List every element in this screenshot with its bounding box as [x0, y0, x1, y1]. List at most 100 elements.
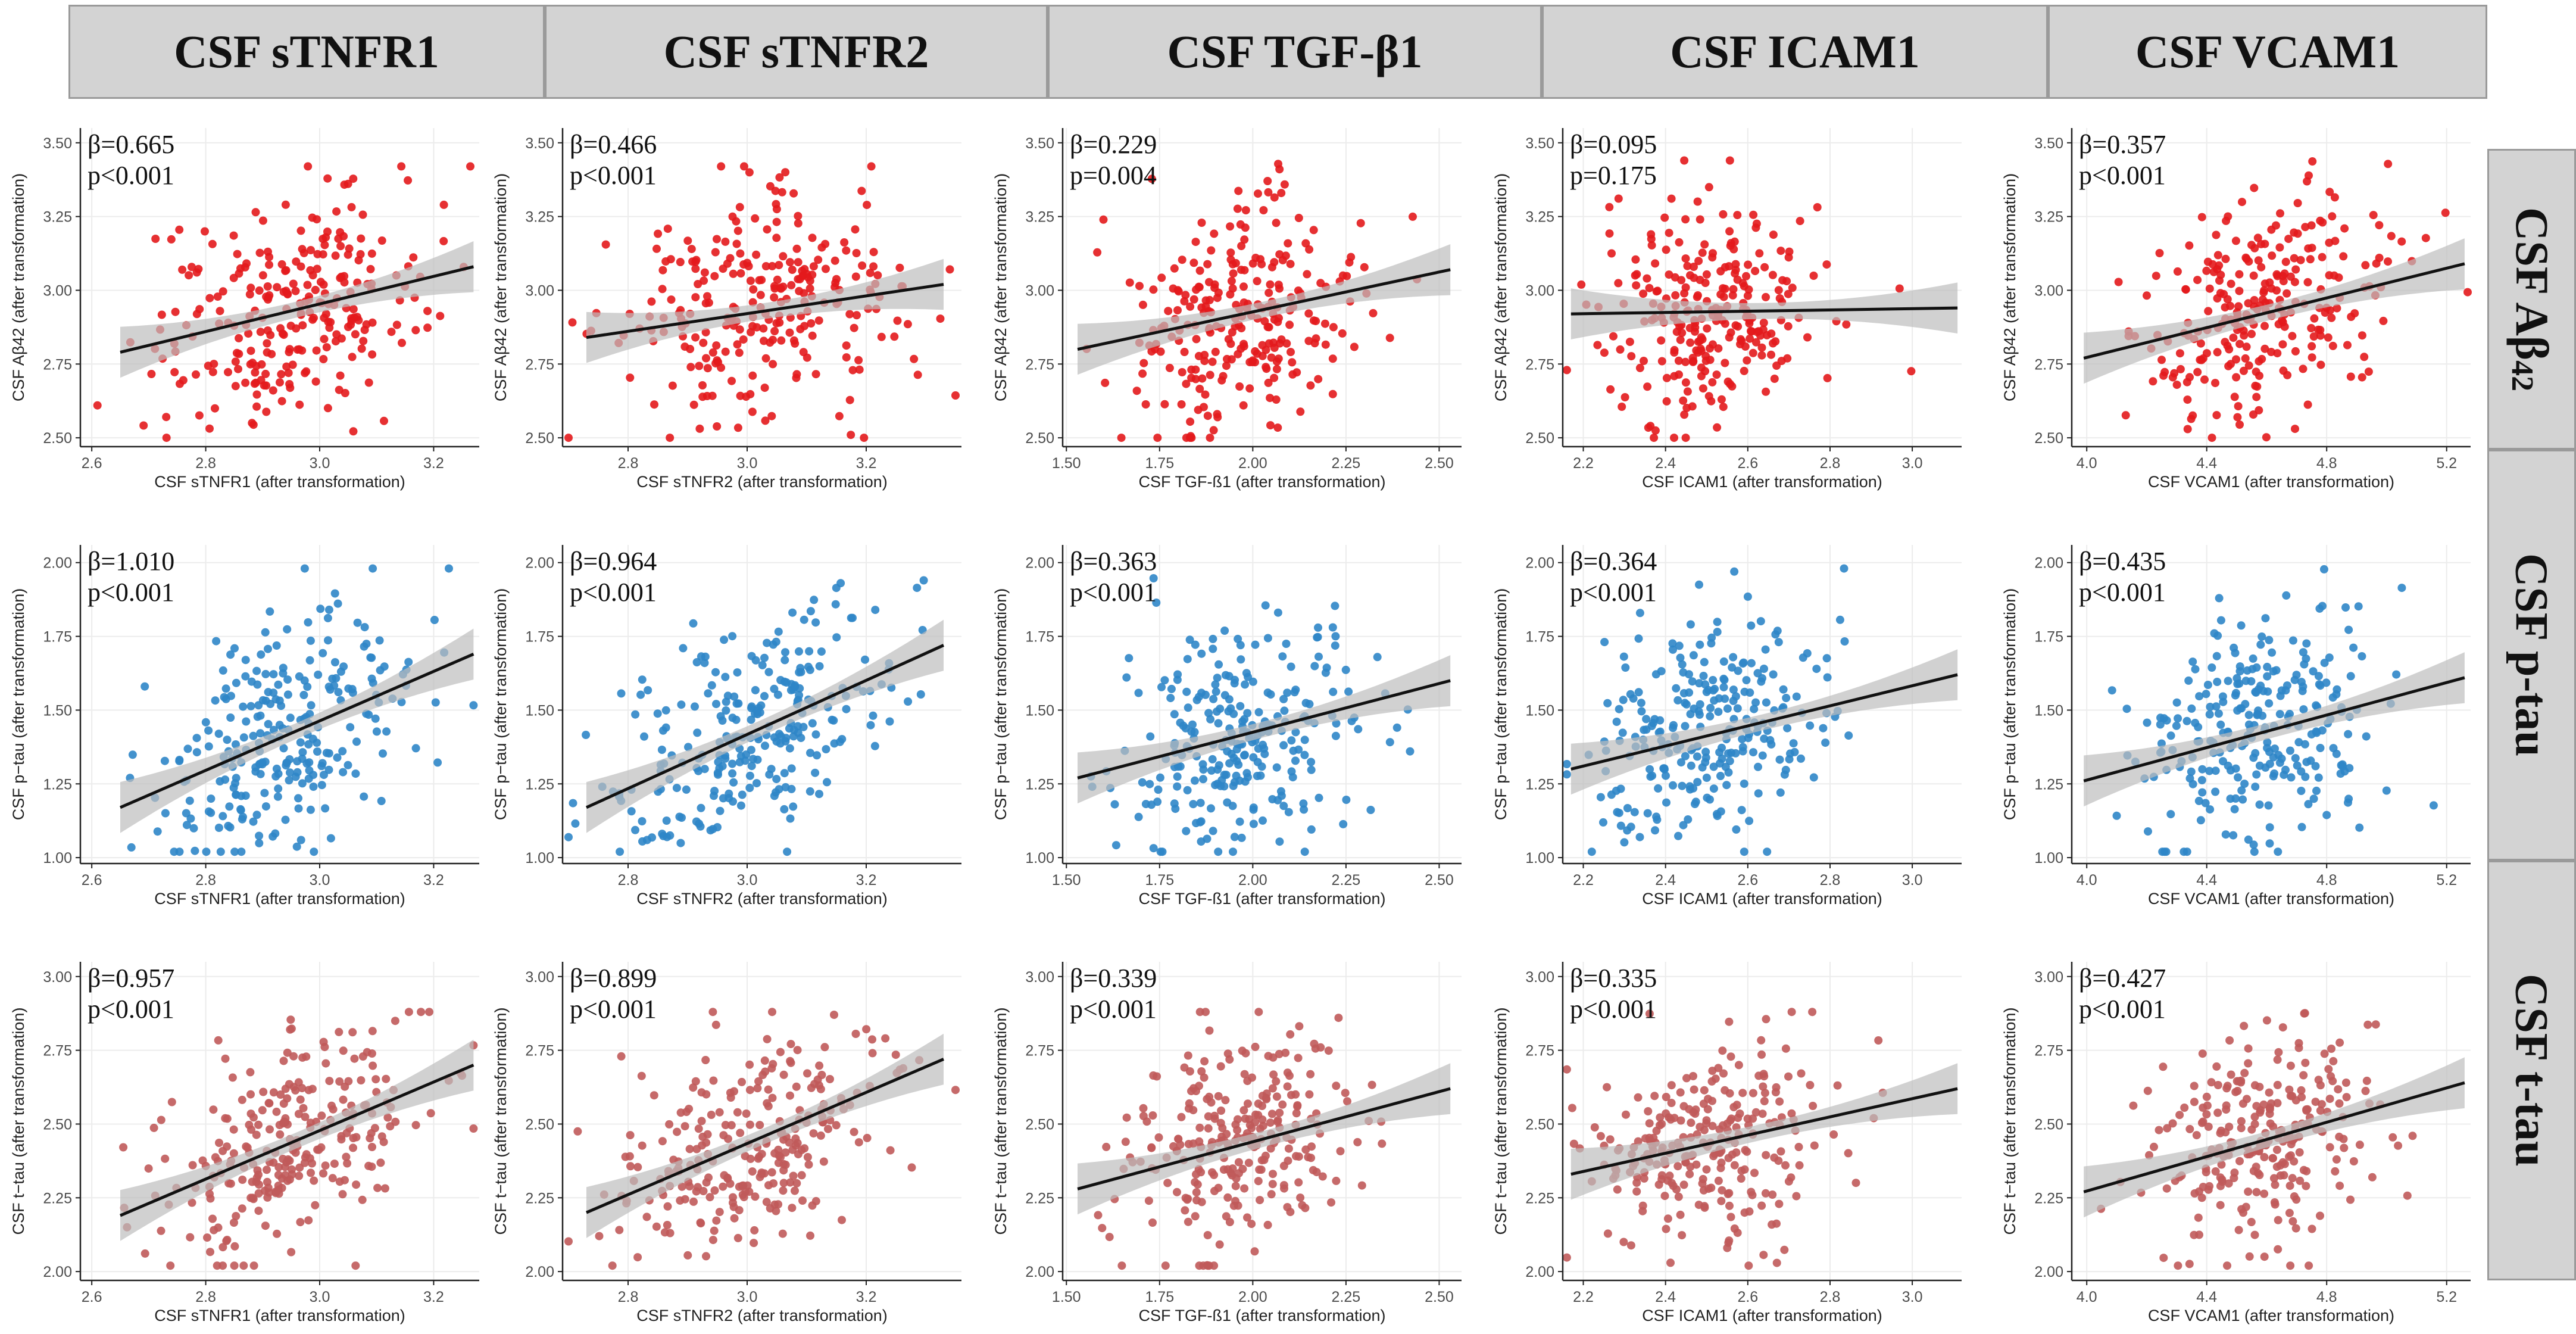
y-tick-label: 2.75 [1525, 356, 1554, 373]
scatter-point [1283, 1203, 1292, 1211]
regression-line [585, 644, 945, 809]
scatter-point [1730, 1224, 1739, 1233]
scatter-point [2339, 252, 2348, 261]
scatter-point [350, 1054, 359, 1063]
scatter-point [292, 842, 301, 851]
scatter-point [1272, 763, 1281, 772]
scatter-point [265, 260, 273, 269]
scatter-point [339, 1095, 348, 1104]
scatter-point [2384, 257, 2392, 266]
scatter-point [2291, 425, 2299, 434]
scatter-point [1254, 189, 1262, 198]
scatter-point [1638, 1207, 1647, 1215]
y-tick-label: 2.50 [2034, 1116, 2063, 1133]
scatter-point [1173, 675, 1182, 684]
scatter-point [1284, 239, 1292, 248]
scatter-point [2297, 787, 2306, 795]
scatter-point [209, 1105, 218, 1114]
scatter-point [299, 691, 308, 699]
scatter-point [344, 760, 352, 769]
scatter-point [1673, 1162, 1682, 1171]
scatter-point [1277, 189, 1286, 198]
scatter-point [276, 1090, 285, 1099]
scatter-point [2150, 1142, 2158, 1151]
scatter-point [701, 328, 710, 336]
y-tick-label: 3.50 [1525, 135, 1554, 152]
x-tick-label: 5.2 [2436, 872, 2457, 889]
scatter-point [703, 364, 712, 373]
scatter-point [913, 584, 922, 593]
scatter-point [735, 348, 744, 357]
scatter-point [1639, 289, 1648, 298]
scatter-point [2314, 773, 2323, 782]
scatter-point [730, 1214, 739, 1223]
scatter-point [707, 1111, 716, 1119]
scatter-point [1214, 847, 1223, 856]
scatter-point [673, 1127, 682, 1136]
scatter-point [720, 635, 729, 644]
scatter-point [1698, 335, 1707, 344]
scatter-point [748, 407, 757, 416]
scatter-point [1341, 1089, 1350, 1098]
scatter-point [349, 1143, 357, 1152]
x-tick-label: 2.2 [1573, 455, 1594, 472]
y-axis-label: CSF t−tau (after transformation) [1492, 1008, 1510, 1235]
scatter-point [2283, 681, 2291, 690]
scatter-point [2227, 1070, 2235, 1079]
scatter-point [1709, 762, 1718, 771]
scatter-point [2260, 286, 2269, 295]
scatter-point [1292, 1109, 1301, 1118]
scatter-point [1775, 1097, 1784, 1106]
scatter-point [1267, 1190, 1276, 1199]
scatter-point [1696, 700, 1704, 709]
scatter-point [253, 712, 262, 721]
scatter-point [1669, 645, 1677, 654]
scatter-point [214, 1223, 223, 1232]
scatter-point [2216, 1129, 2225, 1137]
scatter-point [1243, 1077, 1252, 1086]
scatter-point [1662, 397, 1671, 406]
scatter-point [1670, 434, 1678, 442]
scatter-point [845, 310, 854, 319]
y-tick-label: 2.00 [2034, 1264, 2063, 1280]
scatter-point [367, 1162, 376, 1171]
scatter-point [2327, 1072, 2335, 1081]
scatter-point [1631, 255, 1640, 264]
scatter-point [2249, 654, 2257, 663]
scatter-point [1156, 847, 1165, 856]
scatter-point [1272, 1092, 1281, 1101]
scatter-point [760, 336, 768, 345]
scatter-point [1822, 260, 1831, 269]
scatter-point [256, 729, 265, 738]
scatter-point [2288, 1174, 2297, 1183]
x-tick-label: 3.0 [310, 872, 330, 889]
scatter-point [806, 749, 814, 758]
y-tick-label: 2.75 [43, 356, 72, 373]
scatter-point [1835, 615, 1844, 624]
x-tick-label: 1.50 [1052, 872, 1081, 889]
scatter-point [1292, 1152, 1300, 1161]
scatter-point [202, 847, 211, 856]
scatter-point [1105, 1233, 1114, 1242]
scatter-point [1188, 720, 1197, 729]
scatter-point [2294, 1039, 2303, 1048]
scatter-point [1713, 809, 1721, 818]
scatter-point [1256, 771, 1265, 780]
scatter-point [1307, 1142, 1316, 1151]
scatter-point [1254, 1008, 1263, 1017]
scatter-point [1273, 423, 1282, 432]
scatter-point [1757, 1036, 1766, 1045]
scatter-point [1242, 669, 1251, 678]
scatter-point [380, 1184, 389, 1193]
scatter-point [1300, 750, 1309, 759]
scatter-point [2384, 160, 2393, 169]
scatter-point [633, 1162, 642, 1171]
scatter-point [836, 579, 845, 588]
scatter-point [292, 257, 301, 266]
scatter-point [881, 1034, 890, 1043]
scatter-point [277, 260, 286, 269]
scatter-point [1744, 260, 1753, 269]
scatter-point [1216, 1062, 1225, 1071]
scatter-point [1198, 374, 1207, 383]
x-tick-label: 2.8 [195, 1289, 216, 1305]
